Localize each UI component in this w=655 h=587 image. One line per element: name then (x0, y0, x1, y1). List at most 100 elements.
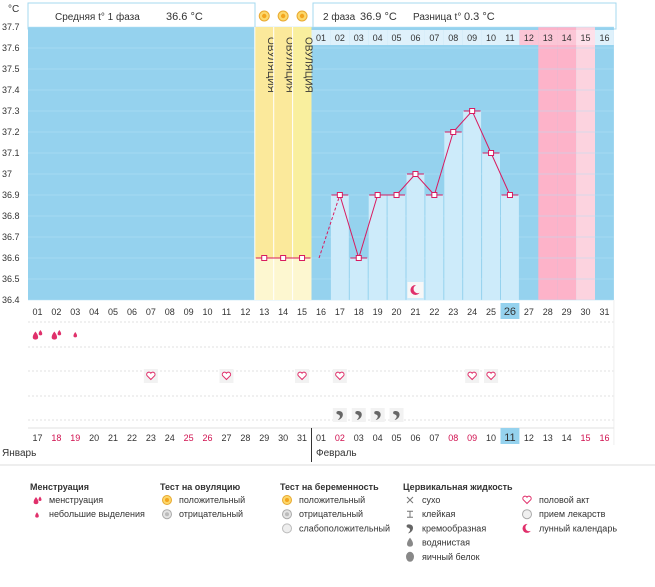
calendar-day-label: 30 (278, 433, 288, 443)
y-tick-label: 36.7 (2, 232, 20, 242)
x-tick-label: 28 (543, 307, 553, 317)
x-tick-label: 27 (524, 307, 534, 317)
calendar-day-label: 26 (203, 433, 213, 443)
temperature-point (450, 129, 457, 135)
x-tick-label: 12 (240, 307, 250, 317)
temperature-bar (482, 153, 500, 300)
header-box-left (27, 2, 256, 30)
legend-group-title: Тест на овуляцию (160, 482, 241, 492)
ovulation-column-lower (254, 258, 274, 300)
legend-item-label: отрицательный (299, 509, 363, 519)
phase2-day-label: 01 (316, 33, 326, 43)
x-tick-label: 17 (335, 307, 345, 317)
plot-background (28, 27, 614, 300)
phase2-header-cell (387, 30, 406, 45)
temperature-bar (444, 132, 463, 300)
phase2-day-label: 05 (392, 33, 402, 43)
heart-icon (486, 371, 496, 381)
temperature-point (355, 255, 362, 261)
phase2-header-cell (368, 30, 388, 45)
legend-item-label: сухо (422, 495, 440, 505)
x-tick-label: 10 (203, 307, 213, 317)
y-tick-label: 37 (2, 169, 12, 179)
x-tick-label: 07 (146, 307, 156, 317)
calendar-day-label: 13 (543, 433, 553, 443)
phase2-day-label: 12 (524, 33, 534, 43)
diff-value: 0.3 °C (464, 11, 495, 23)
creamy-icon (355, 411, 362, 420)
x-tick-label: 24 (467, 307, 477, 317)
ovulation-column (273, 27, 293, 258)
temperature-bar (463, 111, 482, 300)
creamy-icon (336, 411, 343, 420)
phase2-day-label: 10 (486, 33, 496, 43)
phase2-day-label: 16 (599, 33, 609, 43)
calendar-day-label: 14 (562, 433, 572, 443)
watery-icon (407, 537, 413, 547)
today-calendar-highlight (500, 428, 520, 444)
creamy-icon (393, 411, 400, 420)
phase2-header-cell (330, 30, 350, 45)
calendar-day-label: 08 (448, 433, 458, 443)
calendar-day-label: 29 (259, 433, 269, 443)
heart-icon (146, 371, 156, 381)
negative-test-icon-core (165, 512, 169, 517)
temperature-bar (349, 258, 368, 300)
small-drop-icon (73, 332, 78, 338)
ovulation-column (254, 27, 274, 258)
x-tick-label: 30 (581, 307, 591, 317)
calendar-day-label: 21 (108, 433, 118, 443)
phase2-header-cell (481, 30, 501, 45)
temperature-point (280, 255, 287, 261)
phase2-label: 2 фаза (323, 11, 356, 23)
x-tick-label: 01 (32, 307, 42, 317)
phase2-value: 36.9 °C (360, 11, 397, 23)
temperature-point (374, 192, 381, 198)
calendar-day-label: 23 (146, 433, 156, 443)
calendar-day-label: 04 (373, 433, 383, 443)
y-tick-label: 36.6 (2, 253, 20, 263)
phase2-day-label: 13 (543, 33, 553, 43)
positive-test-icon-core (299, 13, 305, 19)
ovulation-column (292, 27, 312, 258)
menstruation-drop-icon-small (57, 330, 62, 336)
calendar-day-label: 20 (89, 433, 99, 443)
menstruation-drop-icon-small (38, 496, 42, 501)
positive-test-icon-core (285, 498, 289, 502)
temperature-point (469, 108, 476, 114)
phase2-day-label: 07 (429, 33, 439, 43)
positive-test-icon-core (280, 13, 286, 19)
x-tick-label: 06 (127, 307, 137, 317)
x-tick-label: 05 (108, 307, 118, 317)
y-tick-label: 37.7 (2, 22, 20, 32)
menstruation-drop-icon (33, 497, 39, 505)
legend-item-label: положительный (179, 495, 245, 505)
phase2-header-cell (595, 30, 614, 45)
phase2-header-cell (500, 30, 520, 45)
x-tick-label: 18 (354, 307, 364, 317)
creamy-icon (406, 524, 414, 534)
x-tick-label: 20 (392, 307, 402, 317)
x-tick-label: 26 (504, 306, 516, 318)
x-tick-label: 21 (410, 307, 420, 317)
calendar-day-label: 18 (51, 433, 61, 443)
calendar-day-label: 06 (410, 433, 420, 443)
calendar-day-label: 07 (429, 433, 439, 443)
pill-icon (522, 509, 532, 520)
temperature-point (488, 150, 495, 156)
heart-icon (467, 371, 477, 381)
ovulation-column-lower (292, 258, 312, 300)
calendar-day-label: 05 (392, 433, 402, 443)
y-tick-label: 37.1 (2, 148, 20, 158)
ovulation-column-lower (273, 258, 293, 300)
phase2-day-label: 09 (467, 33, 477, 43)
x-tick-label: 31 (599, 307, 609, 317)
month-left: Январь (2, 448, 36, 459)
legend-group-title: Менструация (30, 482, 89, 492)
phase2-day-label: 11 (505, 33, 514, 43)
calendar-day-label: 10 (486, 433, 496, 443)
y-tick-label: 37.3 (2, 106, 20, 116)
heart-icon (221, 371, 232, 381)
phase2-header-cell (349, 30, 369, 45)
